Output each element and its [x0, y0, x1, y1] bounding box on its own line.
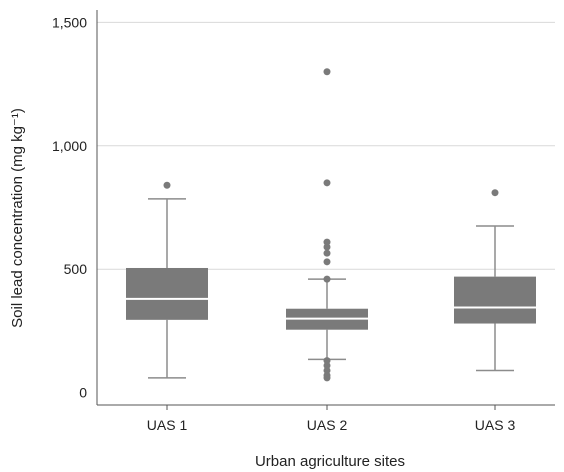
- y-axis-ticks: 0 500 1,000 1,500: [52, 14, 87, 400]
- outlier-point: [323, 275, 331, 283]
- y-tick-label: 0: [79, 385, 87, 401]
- outlier-point: [323, 179, 331, 187]
- box-3: [454, 189, 536, 372]
- x-tick-label: UAS 3: [475, 417, 516, 433]
- outlier-point: [323, 249, 331, 257]
- outlier-point: [323, 362, 331, 369]
- y-tick-label: 1,500: [52, 14, 87, 30]
- outlier-point: [323, 366, 331, 374]
- y-axis-label: Soil lead concentration (mg kg⁻¹): [9, 108, 26, 328]
- outlier-point: [163, 181, 171, 189]
- gridlines: [97, 21, 555, 270]
- iqr-box: [454, 276, 536, 324]
- outlier-point: [323, 243, 331, 251]
- box-series: [126, 68, 536, 382]
- outlier-point: [491, 189, 499, 197]
- x-axis-label: Urban agriculture sites: [255, 453, 405, 470]
- outlier-point: [323, 258, 331, 266]
- y-tick-label: 500: [64, 261, 88, 277]
- x-tick-label: UAS 2: [307, 417, 348, 433]
- outlier-point: [323, 238, 331, 246]
- x-tick-label: UAS 1: [147, 417, 188, 433]
- box-1: [126, 181, 208, 379]
- box-2: [286, 68, 368, 382]
- axes: [96, 10, 555, 406]
- outlier-point: [323, 357, 331, 365]
- x-axis-ticks: UAS 1 UAS 2 UAS 3: [147, 405, 516, 433]
- outlier-point: [323, 374, 331, 382]
- y-tick-label: 1,000: [52, 138, 87, 154]
- outlier-point: [323, 68, 331, 76]
- iqr-box: [126, 267, 208, 320]
